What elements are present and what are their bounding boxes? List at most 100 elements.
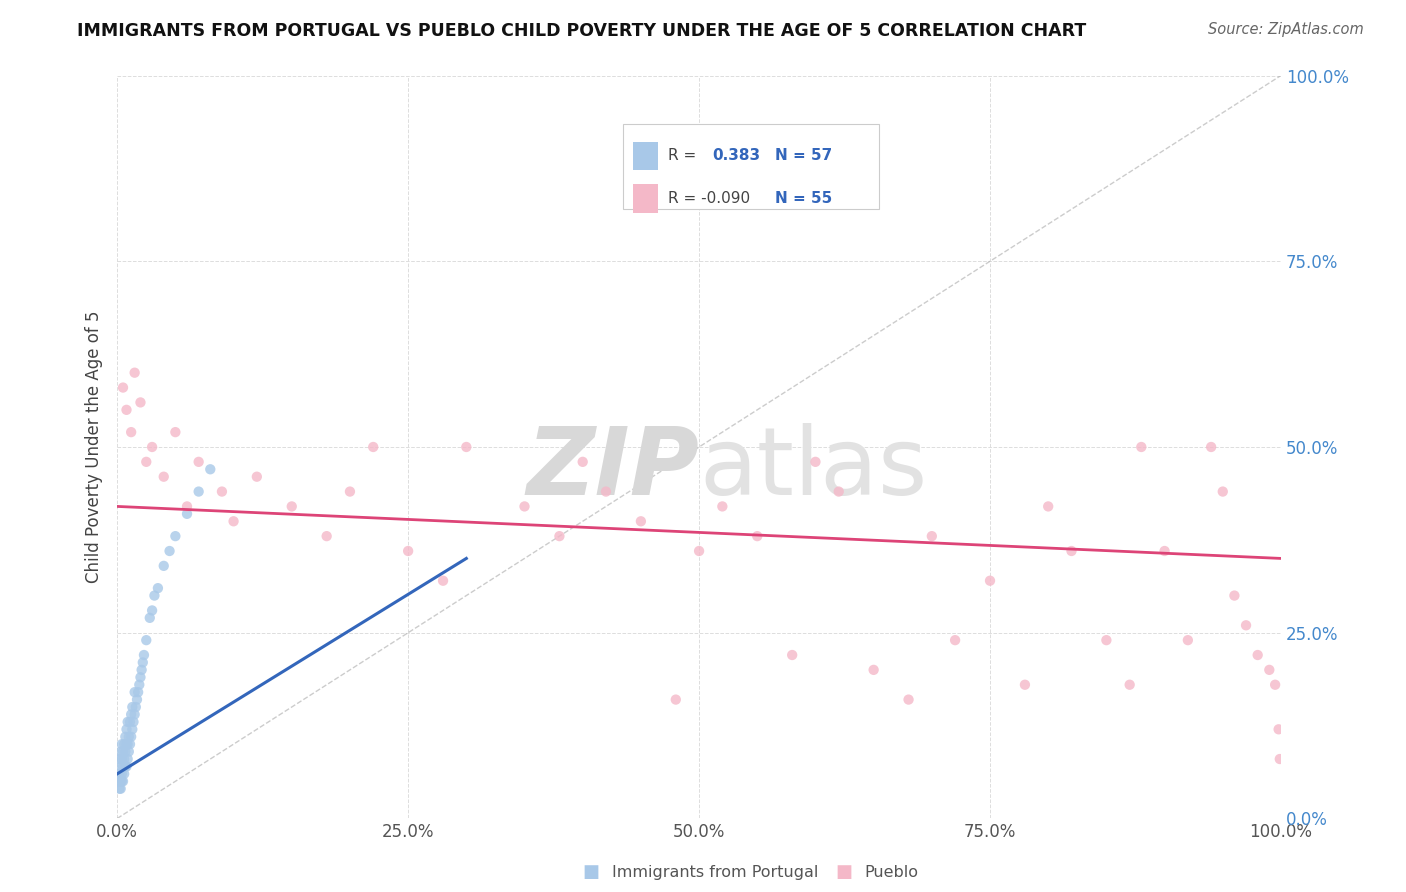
Point — [118, 714, 141, 729]
Text: ■: ■ — [835, 863, 852, 881]
Point — [115, 737, 138, 751]
Point — [122, 714, 145, 729]
Point — [141, 440, 163, 454]
Point — [1268, 752, 1291, 766]
Point — [108, 752, 131, 766]
Point — [115, 723, 138, 737]
Point — [111, 759, 134, 773]
Point — [548, 529, 571, 543]
Point — [110, 759, 132, 773]
Point — [281, 500, 304, 514]
Y-axis label: Child Poverty Under the Age of 5: Child Poverty Under the Age of 5 — [86, 310, 103, 583]
Point — [112, 752, 135, 766]
Point — [187, 484, 209, 499]
Point — [129, 395, 152, 409]
Point — [112, 737, 135, 751]
Point — [129, 670, 152, 684]
Point — [165, 529, 187, 543]
Point — [110, 774, 132, 789]
Point — [571, 455, 593, 469]
Text: R = -0.090: R = -0.090 — [668, 191, 749, 206]
Point — [1118, 678, 1140, 692]
Point — [513, 500, 536, 514]
Point — [1264, 678, 1286, 692]
Point — [1234, 618, 1257, 632]
Point — [747, 529, 769, 543]
Point — [1258, 663, 1281, 677]
Point — [339, 484, 361, 499]
Point — [117, 752, 139, 766]
Point — [165, 425, 187, 439]
Point — [124, 366, 146, 380]
Point — [246, 469, 269, 483]
Text: Source: ZipAtlas.com: Source: ZipAtlas.com — [1208, 22, 1364, 37]
Point — [396, 544, 419, 558]
Point — [111, 774, 134, 789]
Point — [1130, 440, 1153, 454]
Point — [131, 663, 153, 677]
Point — [804, 455, 827, 469]
Point — [120, 425, 142, 439]
Point — [107, 774, 129, 789]
Point — [111, 737, 134, 751]
Point — [1247, 648, 1270, 662]
Text: atlas: atlas — [699, 424, 928, 516]
Bar — [633, 142, 658, 170]
Point — [120, 707, 142, 722]
Text: Immigrants from Portugal: Immigrants from Portugal — [612, 865, 818, 880]
Point — [187, 455, 209, 469]
Point — [176, 507, 198, 521]
Point — [943, 633, 966, 648]
Text: IMMIGRANTS FROM PORTUGAL VS PUEBLO CHILD POVERTY UNDER THE AGE OF 5 CORRELATION : IMMIGRANTS FROM PORTUGAL VS PUEBLO CHILD… — [77, 22, 1087, 40]
Point — [132, 656, 155, 670]
Point — [111, 774, 134, 789]
Point — [315, 529, 337, 543]
Point — [665, 692, 688, 706]
Point — [1199, 440, 1222, 454]
Point — [361, 440, 384, 454]
Point — [159, 544, 181, 558]
Point — [222, 514, 245, 528]
Bar — [633, 185, 658, 212]
Point — [979, 574, 1001, 588]
Point — [456, 440, 478, 454]
Point — [1267, 723, 1289, 737]
Point — [118, 730, 141, 744]
Bar — [623, 124, 880, 210]
Point — [1014, 678, 1036, 692]
Point — [110, 781, 132, 796]
Point — [688, 544, 710, 558]
Point — [780, 648, 803, 662]
Point — [862, 663, 884, 677]
Point — [1177, 633, 1199, 648]
Point — [115, 402, 138, 417]
Point — [127, 685, 149, 699]
Text: ■: ■ — [582, 863, 599, 881]
Point — [108, 767, 131, 781]
Point — [124, 685, 146, 699]
Point — [125, 692, 148, 706]
Point — [139, 611, 162, 625]
Point — [118, 745, 141, 759]
Point — [152, 558, 174, 573]
Point — [108, 781, 131, 796]
Point — [595, 484, 617, 499]
Point — [897, 692, 920, 706]
Point — [121, 700, 143, 714]
Point — [1153, 544, 1175, 558]
Point — [128, 678, 150, 692]
Point — [111, 752, 134, 766]
Text: R =: R = — [668, 148, 700, 163]
Text: N = 55: N = 55 — [775, 191, 832, 206]
Point — [1212, 484, 1234, 499]
Text: ZIP: ZIP — [526, 424, 699, 516]
Point — [432, 574, 454, 588]
Point — [135, 455, 157, 469]
Point — [120, 730, 142, 744]
Point — [110, 745, 132, 759]
Point — [143, 589, 166, 603]
Point — [1095, 633, 1118, 648]
Point — [117, 714, 139, 729]
Point — [141, 603, 163, 617]
Point — [921, 529, 943, 543]
